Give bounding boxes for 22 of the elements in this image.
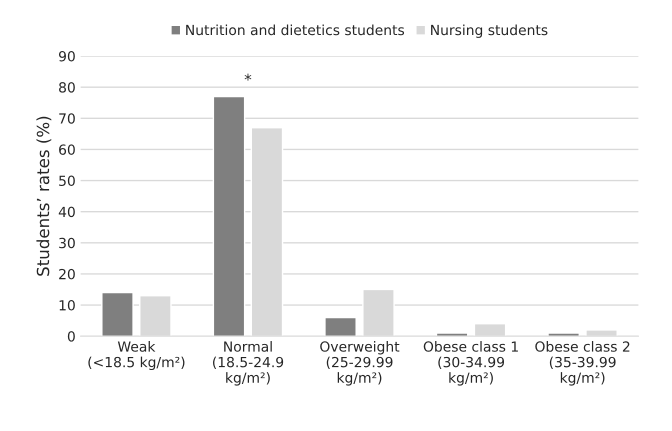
y-tick-label: 90 [58,51,75,62]
y-axis-title: Students’ rates (%) [36,116,52,276]
y-tick-label: 30 [59,238,75,248]
x-tick-label: Overweight (25-29.99 kg/m²) [320,341,400,386]
y-tick-label: 70 [59,113,75,124]
y-tick-label: 50 [59,176,75,186]
annotation: * [244,74,252,81]
y-tick-label: 60 [59,144,75,155]
y-tick-label: 0 [68,331,75,342]
x-tick-label: Weak (<18.5 kg/m²) [88,341,184,370]
y-tick-label: 10 [60,300,75,311]
x-tick-label: Obese class 1 (30-34.99 kg/m²) [424,341,518,386]
y-tick-label: 40 [58,206,75,218]
x-tick-label: Obese class 2 (35-39.99 kg/m²) [535,341,630,386]
bar [101,292,134,336]
x-tick-label: Normal (18.5-24.9 kg/m²) [213,341,284,386]
y-tick-label: 20 [59,268,75,280]
y-tick-label: 80 [59,82,75,93]
bar [324,316,357,336]
legend-label: Nursing students [431,24,548,38]
legend-label: Nutrition and dietetics students [186,24,404,36]
bar [212,96,246,336]
